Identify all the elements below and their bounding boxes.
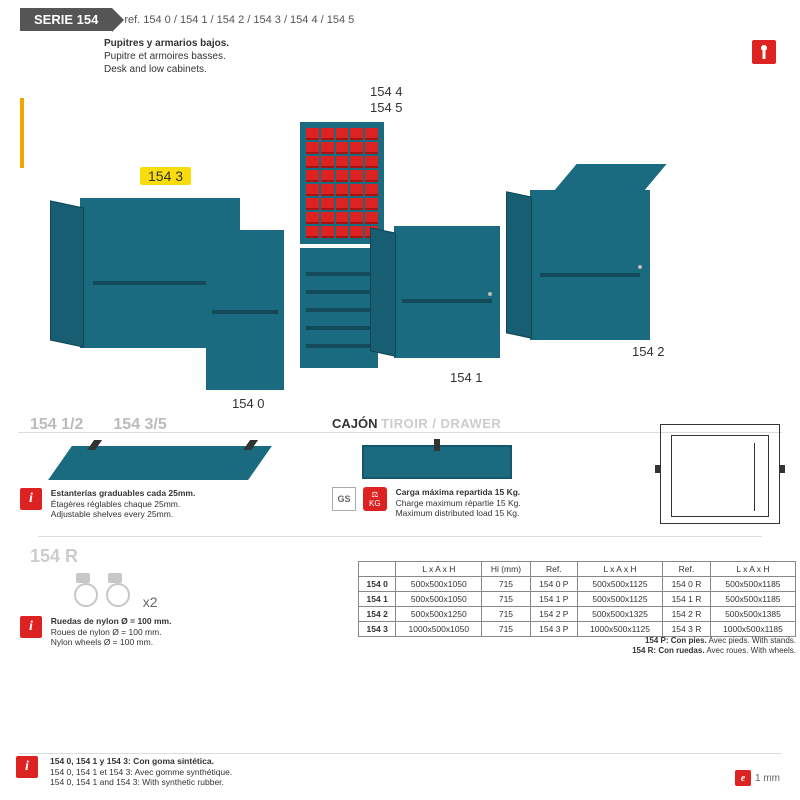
wheels-x2: x2 bbox=[143, 594, 158, 610]
title-fr: Pupitre et armoires basses. bbox=[104, 50, 780, 63]
footer-fr: 154 0, 154 1 et 154 3: Avec gomme synthé… bbox=[50, 767, 232, 777]
info-icon: i bbox=[16, 756, 38, 778]
wheels-panel: 154 R x2 i Ruedas de nylon Ø = 100 mm. R… bbox=[20, 546, 350, 648]
cabinet-1544 bbox=[300, 122, 384, 244]
label-1541: 154 1 bbox=[450, 370, 483, 385]
footer-en: 154 0, 154 1 and 154 3: With synthetic r… bbox=[50, 777, 224, 787]
thickness-badge: e1 mm bbox=[735, 770, 780, 786]
shelf-title-b: 154 3/5 bbox=[113, 416, 166, 434]
drawer-info-panel: CAJÓN TIROIR / DRAWER GS ⚖KG Carga máxim… bbox=[332, 416, 592, 519]
drawer-es: Carga máxima repartida 15 Kg. bbox=[396, 487, 521, 497]
label-1544: 154 4 bbox=[370, 84, 403, 99]
kg-icon: ⚖KG bbox=[363, 487, 387, 511]
shelf-fr: Étagères réglables chaque 25mm. bbox=[51, 499, 180, 509]
schematic-drawing bbox=[660, 424, 780, 524]
serie-badge: SERIE 154 bbox=[20, 8, 112, 31]
footer-es: 154 0, 154 1 y 154 3: Con goma sintética… bbox=[50, 756, 214, 766]
info-icon: i bbox=[20, 488, 42, 510]
wheels-es: Ruedas de nylon Ø = 100 mm. bbox=[51, 616, 172, 626]
title-block: Pupitres y armarios bajos. Pupitre et ar… bbox=[104, 37, 780, 76]
table-notes: 154 P: Con pies. Avec pieds. With stands… bbox=[520, 636, 796, 657]
product-illustration: 154 4 154 5 154 3 154 0 bbox=[20, 80, 780, 410]
cabinet-1542 bbox=[530, 190, 650, 340]
wheels-en: Nylon wheels Ø = 100 mm. bbox=[51, 637, 153, 647]
cabinet-drawers bbox=[300, 248, 378, 368]
info-icon bbox=[752, 40, 776, 64]
highlight-1543: 154 3 bbox=[140, 167, 191, 185]
title-en: Desk and low cabinets. bbox=[104, 63, 780, 76]
cabinet-1541 bbox=[394, 226, 500, 358]
label-1542: 154 2 bbox=[632, 344, 665, 359]
specs-table: L x A x HHi (mm)Ref.L x A x HRef.L x A x… bbox=[358, 561, 796, 637]
shelf-info-panel: 154 1/2 154 3/5 i Estanterías graduables… bbox=[20, 416, 320, 520]
info-icon: i bbox=[20, 616, 42, 638]
drawer-fr: Charge maximum répartie 15 Kg. bbox=[396, 498, 521, 508]
title-es: Pupitres y armarios bajos. bbox=[104, 37, 780, 50]
wheels-fr: Roues de nylon Ø = 100 mm. bbox=[51, 627, 162, 637]
label-1540: 154 0 bbox=[232, 396, 265, 411]
cabinet-1540 bbox=[206, 230, 284, 390]
drawer-title-es: CAJÓN bbox=[332, 416, 378, 431]
drawer-title-rest: TIROIR / DRAWER bbox=[381, 416, 501, 431]
drawer-en: Maximum distributed load 15 Kg. bbox=[396, 508, 520, 518]
gs-icon: GS bbox=[332, 487, 356, 511]
footer-note: i 154 0, 154 1 y 154 3: Con goma sintéti… bbox=[16, 756, 232, 788]
shelf-es: Estanterías graduables cada 25mm. bbox=[51, 488, 196, 498]
wheels-label: 154 R bbox=[30, 546, 350, 567]
label-1545: 154 5 bbox=[370, 100, 403, 115]
ref-line: ref. 154 0 / 154 1 / 154 2 / 154 3 / 154… bbox=[124, 14, 354, 26]
shelf-en: Adjustable shelves every 25mm. bbox=[51, 509, 173, 519]
shelf-title-a: 154 1/2 bbox=[30, 416, 83, 434]
